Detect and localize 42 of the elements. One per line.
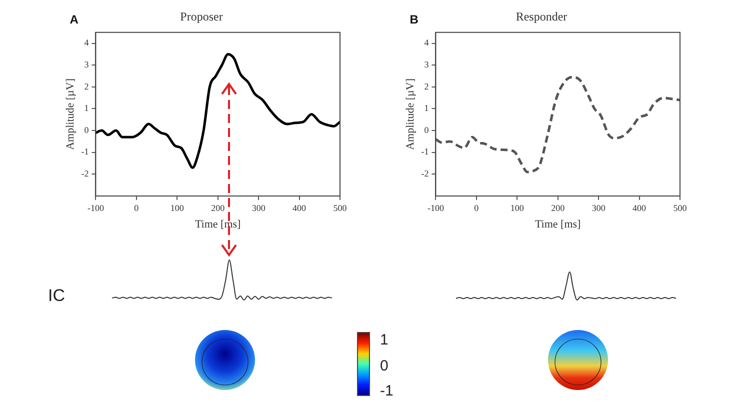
x-tick-label: 100 — [170, 202, 184, 213]
y-tick-label: -2 — [421, 168, 429, 179]
y-tick-label: 0 — [424, 124, 430, 135]
x-tick-label: 0 — [134, 202, 140, 213]
text: IC — [48, 286, 65, 306]
y-axis-title: Amplitude [µV] — [404, 78, 416, 150]
chart-title: Responder — [516, 9, 568, 24]
text: 0 — [380, 358, 388, 374]
y-tick-label: 2 — [424, 81, 429, 92]
y-tick-label: -1 — [81, 146, 89, 157]
x-tick-label: 100 — [510, 202, 524, 213]
y-tick-label: 4 — [84, 38, 90, 48]
x-tick-label: 200 — [211, 202, 226, 213]
x-tick-label: 500 — [673, 202, 688, 213]
x-tick-label: -100 — [427, 202, 444, 213]
x-axis-title: Time [ms] — [534, 218, 581, 230]
x-tick-label: 200 — [551, 202, 566, 213]
x-tick-label: 400 — [632, 202, 647, 213]
y-tick-label: 4 — [424, 38, 430, 48]
x-tick-label: -100 — [87, 202, 104, 213]
y-tick-label: 0 — [84, 124, 90, 135]
x-tick-label: 0 — [474, 202, 480, 213]
y-tick-label: 3 — [84, 59, 90, 70]
text: -1 — [380, 382, 394, 400]
y-axis-title: Amplitude [µV] — [64, 78, 76, 150]
text: B — [410, 12, 419, 26]
y-tick-label: -1 — [421, 146, 429, 157]
line-series — [436, 76, 680, 174]
text: 1 — [380, 332, 388, 348]
x-tick-label: 500 — [333, 202, 348, 213]
y-tick-label: 1 — [84, 103, 89, 114]
x-tick-label: 300 — [252, 202, 266, 213]
y-tick-label: -2 — [81, 168, 89, 179]
chart-title: Proposer — [180, 9, 223, 24]
y-tick-label: 3 — [424, 59, 430, 70]
y-tick-label: 1 — [424, 103, 429, 114]
text: A — [70, 12, 79, 26]
x-axis-title: Time [ms] — [194, 218, 241, 230]
x-tick-label: 300 — [592, 202, 606, 213]
line-series — [96, 52, 340, 169]
y-tick-label: 2 — [84, 81, 89, 92]
x-tick-label: 400 — [292, 202, 307, 213]
